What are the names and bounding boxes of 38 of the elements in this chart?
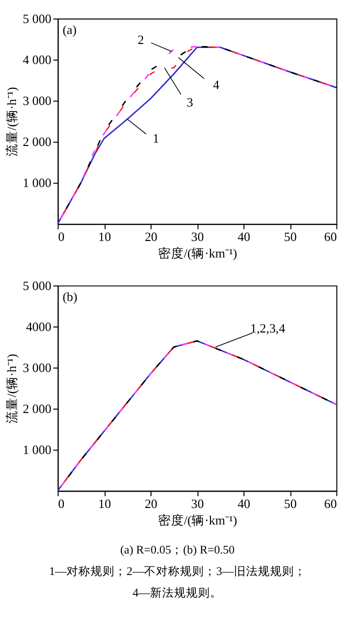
- annotation: 2: [138, 33, 144, 48]
- x-tick-label: 60: [324, 496, 337, 511]
- y-tick-label: 5 000: [22, 278, 52, 293]
- x-tick-label: 30: [191, 496, 204, 511]
- x-tick-label: 40: [238, 230, 250, 244]
- y-tick-label: 1 000: [22, 176, 52, 190]
- x-tick-label: 20: [144, 496, 158, 511]
- annotation: (a): [62, 23, 77, 38]
- x-tick-label: 0: [58, 230, 65, 244]
- x-tick-label: 20: [144, 230, 158, 244]
- annotation: 1,2,3,4: [250, 321, 286, 336]
- y-tick-label: 4 000: [22, 53, 52, 68]
- text: 4—新法规规则。: [132, 585, 222, 600]
- text: 1—对称规则；2—不对称规则；3—旧法规规则；: [49, 564, 306, 578]
- annotation: (b): [62, 290, 78, 304]
- y-tick-label: 2 000: [22, 135, 52, 150]
- annotation: 3: [186, 96, 194, 110]
- x-axis-title: 密度/(辆·km⁻¹): [158, 246, 238, 261]
- x-tick-label: 40: [238, 496, 250, 511]
- x-tick-label: 30: [191, 230, 204, 244]
- y-axis-title: 流量/(辆·h⁻¹): [4, 354, 19, 424]
- x-tick-label: 10: [98, 230, 111, 244]
- y-tick-label: 3 000: [22, 360, 52, 375]
- x-tick-label: 50: [284, 230, 297, 244]
- x-tick-label: 60: [324, 230, 337, 244]
- x-tick-label: 10: [98, 496, 111, 511]
- y-tick-label: 2 000: [22, 402, 52, 416]
- y-tick-label: 3 000: [22, 94, 52, 108]
- x-axis-title: 密度/(辆·km⁻¹): [158, 512, 238, 528]
- y-tick-label: 1 000: [22, 443, 52, 458]
- y-tick-label: 5 000: [22, 12, 52, 26]
- y-tick-label: 4000: [26, 320, 52, 334]
- annotation: 4: [213, 78, 220, 92]
- annotation: 1: [152, 132, 160, 146]
- x-tick-label: 50: [284, 496, 297, 511]
- y-axis-title: 流量/(辆·h⁻¹): [4, 87, 19, 156]
- x-tick-label: 0: [58, 496, 65, 511]
- text: (a) R=0.05；(b) R=0.50: [120, 543, 235, 556]
